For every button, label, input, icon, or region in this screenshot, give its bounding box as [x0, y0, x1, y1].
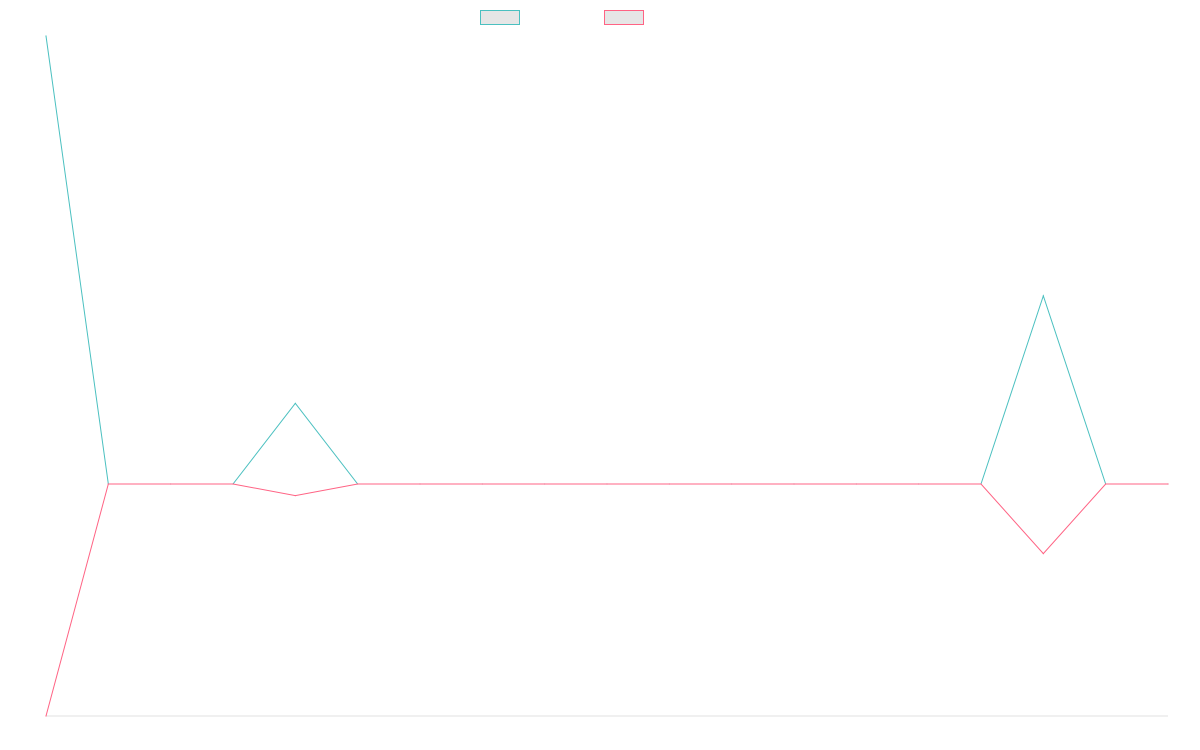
- series-2-point[interactable]: [419, 483, 421, 485]
- series-2-point[interactable]: [170, 483, 172, 485]
- series-2-point[interactable]: [45, 715, 47, 717]
- series-2-point[interactable]: [606, 483, 608, 485]
- series-1-point[interactable]: [1042, 295, 1044, 297]
- series-2-point[interactable]: [1167, 483, 1169, 485]
- series-2-point[interactable]: [731, 483, 733, 485]
- series-layer: [45, 35, 1169, 717]
- series-2-line: [45, 483, 1168, 717]
- series-2-point[interactable]: [1105, 483, 1107, 485]
- legend-swatch-series-1: [480, 10, 520, 25]
- series-2-point[interactable]: [1042, 553, 1044, 555]
- series-2-point[interactable]: [544, 483, 546, 485]
- legend-item-series-2[interactable]: [604, 9, 650, 26]
- series-1-line: [45, 35, 1168, 485]
- series-2-point[interactable]: [294, 495, 296, 497]
- series-2-point[interactable]: [357, 483, 359, 485]
- series-2-point[interactable]: [980, 483, 982, 485]
- series-2-point[interactable]: [793, 483, 795, 485]
- series-1-point[interactable]: [294, 402, 296, 404]
- legend-swatch-series-2: [604, 10, 644, 25]
- series-2-point[interactable]: [107, 483, 109, 485]
- series-1-point[interactable]: [45, 35, 47, 37]
- series-2-point[interactable]: [668, 483, 670, 485]
- legend-item-series-1[interactable]: [480, 9, 526, 26]
- series-2-point[interactable]: [232, 483, 234, 485]
- series-2-point[interactable]: [918, 483, 920, 485]
- series-2-point[interactable]: [481, 483, 483, 485]
- series-2-point[interactable]: [855, 483, 857, 485]
